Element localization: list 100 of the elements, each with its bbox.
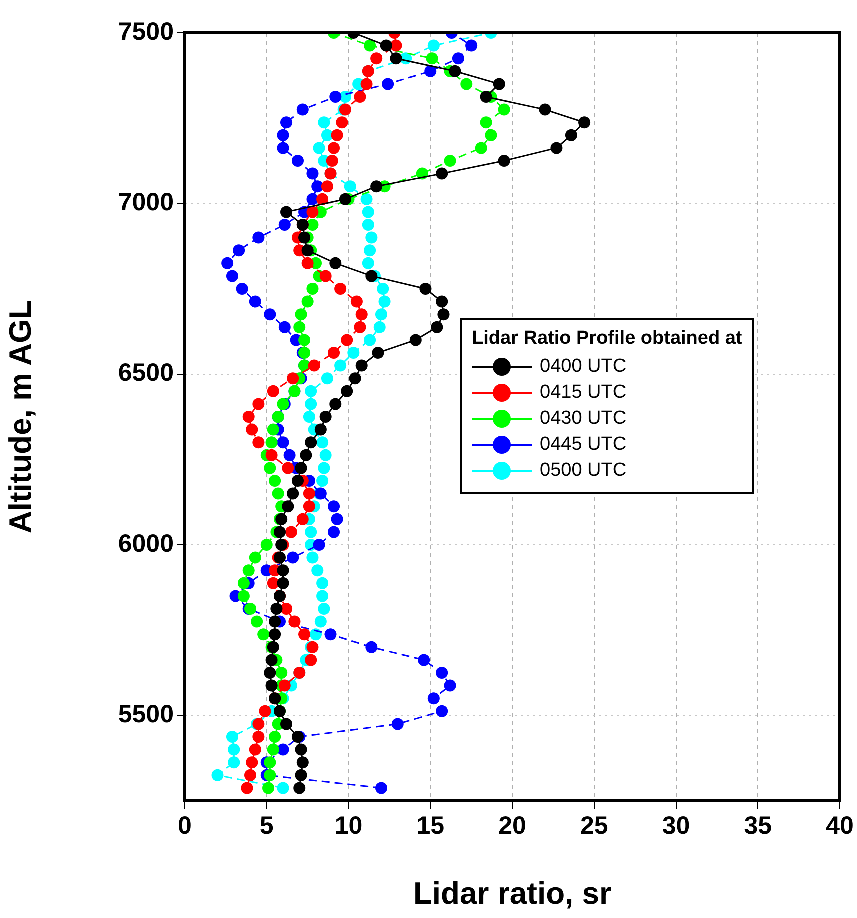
- point: [226, 731, 238, 743]
- point: [316, 590, 329, 602]
- point: [428, 692, 440, 705]
- point: [277, 782, 290, 794]
- point: [222, 257, 234, 270]
- point: [341, 385, 354, 398]
- point: [296, 513, 309, 526]
- point: [378, 296, 391, 308]
- point: [356, 360, 368, 372]
- point: [276, 667, 288, 679]
- point: [264, 756, 276, 769]
- point: [330, 91, 342, 103]
- legend-title: Lidar Ratio Profile obtained at: [472, 328, 742, 350]
- point: [550, 142, 563, 154]
- point: [228, 756, 240, 769]
- point: [244, 769, 256, 782]
- point: [294, 782, 306, 794]
- point: [278, 321, 291, 334]
- point: [295, 462, 308, 474]
- point: [356, 308, 368, 321]
- point: [228, 744, 240, 756]
- y-tick-label: 6500: [118, 359, 174, 388]
- point: [331, 129, 344, 142]
- point: [260, 539, 273, 551]
- point: [370, 52, 383, 65]
- point: [246, 756, 258, 769]
- point: [242, 411, 255, 423]
- point: [376, 782, 388, 794]
- point: [277, 577, 290, 590]
- point: [334, 360, 347, 372]
- point: [269, 731, 282, 743]
- point: [313, 539, 326, 551]
- y-tick-label: 7500: [118, 18, 174, 46]
- point: [364, 40, 376, 52]
- point: [306, 193, 319, 206]
- point: [374, 321, 386, 334]
- point: [269, 616, 282, 628]
- point: [349, 372, 362, 385]
- point: [392, 718, 404, 730]
- point: [366, 270, 378, 282]
- point: [420, 283, 432, 295]
- point: [312, 564, 324, 577]
- point: [314, 424, 327, 436]
- x-tick-label: 35: [744, 812, 772, 840]
- point: [321, 129, 334, 142]
- point: [285, 526, 298, 538]
- legend-label: 0400 UTC: [540, 356, 627, 378]
- point: [466, 40, 478, 52]
- point: [328, 526, 340, 538]
- point: [336, 116, 348, 129]
- point: [426, 52, 438, 65]
- point: [328, 142, 340, 154]
- point: [382, 78, 394, 90]
- legend-label: 0430 UTC: [540, 408, 627, 430]
- point: [475, 142, 488, 154]
- point: [436, 667, 448, 679]
- point: [316, 193, 329, 206]
- point: [305, 398, 318, 410]
- point: [242, 564, 255, 577]
- y-tick-label: 5500: [118, 700, 174, 729]
- point: [295, 769, 308, 782]
- point: [287, 372, 300, 385]
- point: [565, 129, 578, 142]
- point: [308, 360, 320, 372]
- point: [267, 744, 280, 756]
- point: [364, 244, 376, 257]
- point: [280, 206, 293, 218]
- point: [277, 129, 290, 142]
- point: [318, 116, 330, 129]
- point: [331, 513, 344, 526]
- point: [452, 52, 464, 65]
- point: [377, 283, 390, 295]
- point: [306, 552, 319, 564]
- point: [249, 552, 262, 564]
- point: [264, 308, 276, 321]
- point: [277, 142, 290, 154]
- point: [380, 40, 392, 52]
- point: [418, 654, 430, 666]
- point: [300, 449, 312, 462]
- point: [258, 628, 270, 641]
- point: [438, 308, 450, 321]
- point: [312, 180, 324, 193]
- point: [252, 232, 265, 244]
- point: [238, 590, 250, 602]
- point: [318, 462, 330, 474]
- point: [264, 667, 276, 679]
- point: [267, 424, 280, 436]
- point: [316, 577, 329, 590]
- point: [233, 244, 246, 257]
- point: [266, 654, 278, 666]
- point: [428, 40, 440, 52]
- point: [252, 731, 265, 743]
- point: [334, 283, 347, 295]
- point: [306, 206, 319, 218]
- point: [267, 577, 280, 590]
- point: [298, 334, 311, 346]
- point: [348, 347, 360, 359]
- legend-label: 0445 UTC: [540, 434, 627, 456]
- point: [539, 104, 552, 116]
- point: [321, 180, 334, 193]
